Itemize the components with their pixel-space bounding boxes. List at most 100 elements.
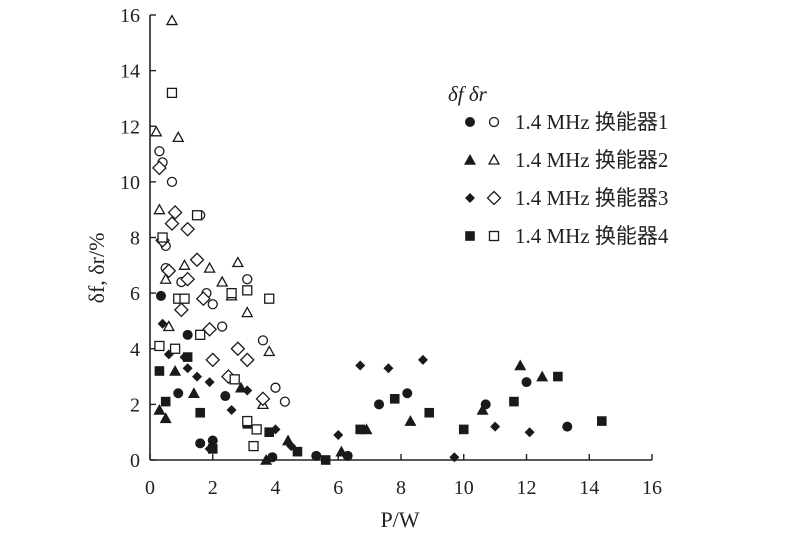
data-point-open [264, 293, 275, 304]
data-point-filled [182, 329, 193, 340]
data-point-filled [226, 404, 237, 415]
data-point-open [239, 352, 255, 368]
data-point-open [229, 374, 240, 385]
data-point-open [151, 160, 167, 176]
y-tick-label: 2 [130, 394, 140, 416]
series-1 [154, 146, 573, 463]
data-point-filled [562, 421, 573, 432]
data-point-open [263, 345, 276, 357]
data-point-open [257, 335, 269, 346]
data-point-filled [404, 415, 417, 426]
data-point-open [150, 125, 163, 137]
data-point-filled [536, 370, 549, 382]
data-point-filled [355, 424, 366, 435]
legend-marker-filled [464, 154, 476, 165]
data-point-open [180, 221, 196, 237]
data-point-filled [154, 366, 165, 376]
data-point-filled [159, 412, 172, 424]
data-point-filled [242, 385, 253, 396]
data-point-open [230, 341, 246, 357]
data-point-open [231, 256, 244, 268]
y-tick-label: 8 [130, 228, 140, 250]
legend-marker-open [488, 116, 500, 128]
data-point-filled [207, 435, 218, 446]
legend: 1.4 MHz 换能器1 1.4 MHz 换能器2 1.4 MHz 换能器3 1.4 … [464, 110, 669, 248]
data-point-filled [374, 399, 385, 410]
data-point-open [202, 321, 218, 337]
data-point-filled [195, 438, 206, 449]
data-point-filled [355, 360, 366, 371]
y-tick-label: 0 [130, 450, 140, 472]
data-point-open [157, 232, 168, 243]
data-point-filled [597, 416, 607, 426]
data-point-open [169, 343, 181, 354]
data-point-filled [383, 363, 394, 374]
x-tick-label: 2 [208, 477, 218, 499]
data-point-open [179, 293, 190, 304]
data-point-open [154, 340, 165, 352]
data-point-open [189, 252, 205, 268]
y-axis-label: δf, δr/% [84, 233, 109, 304]
data-point-filled [424, 407, 435, 418]
y-tick-label: 14 [120, 61, 140, 83]
data-point-filled [157, 318, 168, 329]
data-point-filled [335, 445, 348, 457]
data-point-filled [311, 450, 322, 461]
data-point-filled [264, 427, 275, 437]
data-point-filled [169, 365, 182, 376]
data-point-open [159, 272, 172, 284]
x-tick-label: 0 [145, 477, 155, 499]
data-point-open [255, 391, 271, 407]
x-tick-label: 4 [271, 477, 281, 499]
data-point-open [180, 271, 196, 287]
data-point-open [207, 299, 218, 310]
data-point-filled [260, 454, 273, 465]
data-point-open [165, 14, 179, 26]
data-point-filled [173, 388, 184, 399]
data-point-open [173, 302, 189, 318]
data-point-filled [155, 290, 166, 301]
series-4 [154, 87, 607, 465]
data-point-open [216, 275, 229, 287]
data-point-open [248, 440, 259, 452]
data-point-filled [402, 388, 413, 399]
data-point-open [164, 216, 180, 232]
data-point-filled [153, 403, 166, 415]
data-point-open [241, 306, 254, 318]
data-point-open [242, 274, 253, 285]
legend-marker-filled [465, 231, 475, 241]
data-point-filled [292, 446, 303, 457]
ticks: 0 2 4 6 8 10 12 14 16 0 2 4 6 8 10 12 14 16 [120, 5, 662, 499]
data-point-open [178, 258, 191, 270]
data-point-filled [417, 354, 428, 365]
data-point-filled [192, 371, 203, 382]
y-tick-label: 6 [130, 283, 140, 305]
data-point-open [191, 210, 203, 221]
data-point-open [166, 176, 178, 188]
data-point-open [242, 415, 253, 427]
legend-entry-label: 1.4 MHz 换能器1 [515, 110, 668, 134]
x-tick-label: 14 [579, 477, 599, 499]
data-point-filled [521, 377, 532, 388]
series-3 [151, 160, 535, 463]
x-axis-label: P/W [380, 507, 419, 532]
data-point-filled [220, 391, 231, 402]
legend-marker-filled [465, 117, 475, 127]
data-point-open [166, 87, 178, 99]
data-point-filled [476, 403, 489, 415]
data-point-filled [553, 371, 563, 382]
data-point-filled [187, 387, 200, 399]
legend-marker-open [486, 190, 502, 206]
data-point-filled [267, 452, 278, 463]
data-point-open [172, 131, 185, 143]
x-tick-label: 12 [517, 477, 537, 499]
legend-marker-filled [465, 193, 475, 203]
y-tick-label: 4 [130, 339, 140, 361]
data-point-filled [458, 424, 469, 435]
data-point-open [161, 263, 177, 279]
data-point-filled [490, 421, 501, 432]
y-tick-label: 10 [120, 172, 140, 194]
series-2 [150, 14, 549, 465]
